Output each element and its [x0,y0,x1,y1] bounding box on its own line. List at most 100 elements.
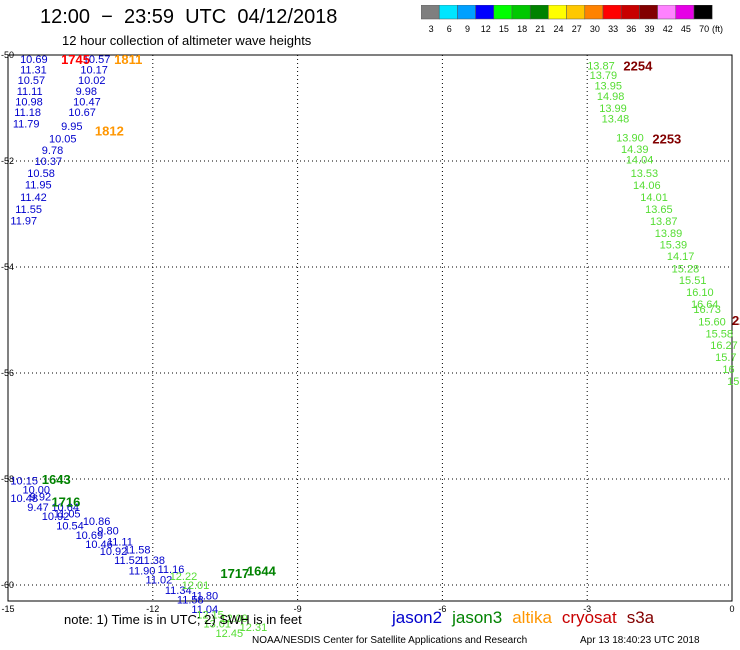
colorbar-label: 45 [681,24,691,34]
colorbar-label: 18 [517,24,527,34]
wave-height-label: 11.97 [10,216,37,228]
colorbar-swatch [675,5,695,20]
map-frame [7,54,733,602]
colorbar-swatch [602,5,622,20]
wave-height-label: 15.39 [660,240,688,252]
wave-height-label: 15.51 [679,275,707,287]
wave-height-label: 10.05 [49,134,77,146]
colorbar-label: 36 [626,24,636,34]
colorbar-swatch [475,5,495,20]
colorbar-swatch [457,5,476,20]
wave-height-label: 14.06 [633,180,661,192]
wave-height-label: 11.80 [191,590,218,602]
legend-cryosat: cryosat [561,608,617,627]
colorbar-swatch [657,5,677,20]
wave-height-label: 11.31 [20,65,47,77]
colorbar-label: 70 [699,24,709,34]
wave-height-label: 15.58 [705,329,733,341]
wave-height-label: 14.01 [640,192,668,204]
wave-height-label: 13.48 [602,113,630,125]
wave-height-label: 11.11 [17,86,43,98]
colorbar-swatch [693,5,713,20]
colorbar-swatch [438,5,458,20]
wave-height-label: 13.87 [587,60,615,72]
wave-height-label: 10.57 [83,54,111,66]
jason3-track: 13.8713.7913.9514.9813.9913.4813.9014.39… [170,60,740,640]
page-title: 12:00 − 23:59 UTC 04/12/2018 [40,6,338,28]
wave-height-label: 16 [722,364,734,376]
wave-height-label: 10.37 [35,156,63,168]
wave-height-label: 9.47 [27,502,48,514]
legend-jason3: jason3 [452,608,503,627]
wave-height-label: 10.69 [76,530,104,542]
pass-time-label: 2254 [623,58,653,73]
longitude-tick-label: 0 [729,604,734,614]
wave-height-label: 10.46 [85,539,113,551]
wave-height-label: 13.95 [594,81,622,93]
wave-height-label: 10.02 [78,75,106,87]
wave-height-label: 13.65 [645,204,673,216]
pass-time-label: 1644 [247,563,277,578]
latitude-tick-label: -52 [1,156,14,166]
wave-height-label: 10.64 [51,502,79,514]
wave-height-label: 11.42 [20,192,47,204]
satellite-legend: jason2 jason3 altika cryosat s3a [392,608,664,628]
colorbar-swatch [529,5,549,20]
wave-height-label: 14.39 [621,144,649,156]
wave-height-label: 10.17 [80,65,108,77]
pass-time-label: 1717 [220,566,249,581]
wave-height-label: 11.52 [114,555,141,567]
wave-height-label: 10.92 [42,511,70,523]
wave-height-label: 11.05 [54,509,81,521]
wave-height-label: 11.79 [13,119,40,131]
wave-height-label: 9.92 [30,491,51,503]
wave-height-label: 14.17 [667,251,695,263]
footer-credit: NOAA/NESDIS Center for Satellite Applica… [252,635,528,646]
wave-height-label: 9.78 [42,145,63,157]
pass-time-label: 1811 [114,52,142,67]
wave-height-label: 13.99 [599,103,627,115]
colorbar-swatches [421,5,713,20]
wave-height-label: 13.79 [590,70,618,82]
wave-height-label: 13.90 [616,132,644,144]
colorbar-labels: 3 6 9 12 15 18 21 24 27 30 33 36 39 42 45 70 [429,24,710,34]
wave-height-label: 14.04 [626,155,654,167]
colorbar-label: 15 [499,24,509,34]
wave-height-label: 16.64 [691,299,719,311]
colorbar-swatch [421,5,440,20]
wave-height-label: 13.87 [650,216,678,228]
wave-height-label: 14.98 [597,91,625,103]
wave-height-label: 12.01 [182,580,210,592]
wave-height-label: 11.55 [15,204,42,216]
colorbar-label: 39 [644,24,654,34]
colorbar-label: 33 [608,24,618,34]
pass-time-label: 1716 [51,495,80,510]
pass-time-label: 1812 [95,124,124,139]
wave-height-label: 15 [727,376,739,388]
wave-height-label: 10.57 [18,75,46,87]
latitude-ticks: -50 -52 -54 -56 -58 -60 [1,50,14,590]
wave-height-label: 12.22 [170,571,198,583]
wave-height-label: 10.98 [15,96,43,108]
wave-height-label: 10.69 [20,54,48,66]
colorbar-swatch [548,5,567,20]
wave-height-label: 15.7 [715,352,736,364]
legend-jason2: jason2 [392,608,443,627]
colorbar-label: 9 [465,24,470,34]
legend-s3a: s3a [626,608,655,627]
latitude-tick-label: -58 [1,474,14,484]
wave-height-label: 11.11 [107,536,133,548]
wave-height-label: 9.98 [76,86,97,98]
pass-time-label: 1643 [42,472,71,487]
pass-time-label: 1745 [61,52,90,67]
wave-height-label: 11.18 [14,107,41,119]
wave-height-label: 11.58 [124,544,151,556]
wave-height-label: 10.67 [68,107,96,119]
colorbar-label: 6 [447,24,452,34]
legend-altika: altika [512,608,552,627]
wave-height-label: 10.15 [10,475,38,487]
pass-time-label: 2253 [652,132,681,147]
